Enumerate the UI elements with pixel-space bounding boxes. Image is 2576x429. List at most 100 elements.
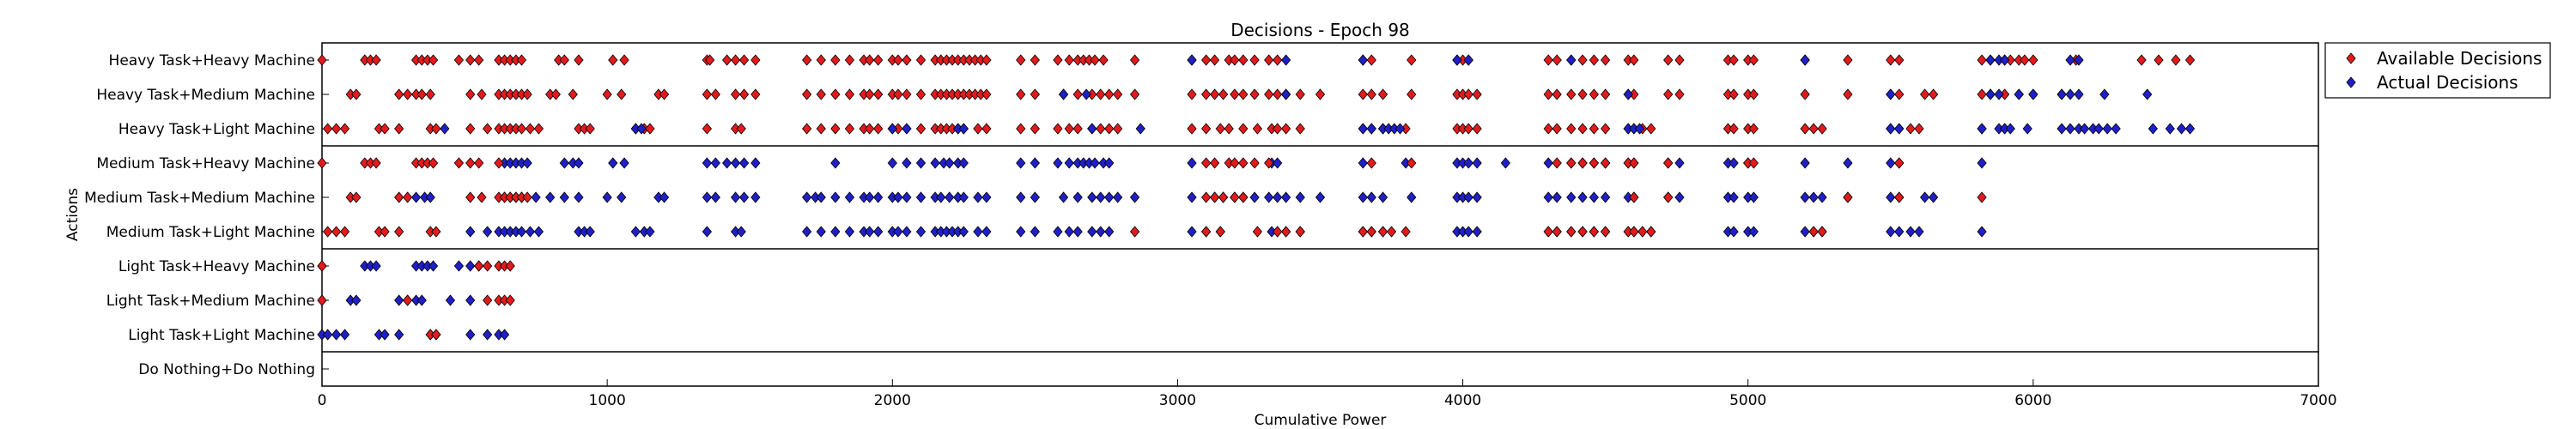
available-decision-point [1064,54,1074,66]
actual-decision-point [873,226,884,238]
legend-box [2324,42,2551,99]
available-decision-point [1230,191,1240,203]
actual-decision-point [1072,226,1083,238]
available-decision-point [1224,123,1234,135]
actual-decision-point [323,329,333,341]
available-decision-point [736,123,746,135]
available-decision-point [2184,54,2196,66]
available-decision-point [1238,88,1249,100]
actual-decision-point [2099,88,2110,100]
actual-decision-point [545,191,556,203]
actual-decision-point [1187,226,1197,238]
available-decision-point [1064,123,1074,135]
available-decision-point [453,54,465,66]
available-decision-point [1920,88,1930,100]
available-decision-point [568,88,578,100]
actual-decision-point [902,157,912,169]
actual-decision-point [1072,191,1083,203]
actual-decision-point [1808,191,1819,203]
available-decision-point [1808,226,1819,238]
available-decision-point [403,191,413,203]
available-decision-point [1366,54,1376,66]
actual-decision-point [1800,157,1810,169]
available-decision-point [816,88,826,100]
available-decision-point [802,54,812,66]
actual-decision-point [1886,88,1896,100]
available-decision-point [1264,54,1274,66]
actual-decision-point [1985,88,1996,100]
available-decision-point [1748,157,1759,169]
available-decision-point [1728,123,1739,135]
available-decision-point [1463,123,1473,135]
available-decision-point [1209,157,1220,169]
available-decision-point [428,54,439,66]
actual-decision-point [1886,226,1896,238]
actual-decision-point [902,123,912,135]
actual-decision-point [844,226,855,238]
available-decision-point [494,157,504,169]
actual-decision-point [702,226,713,238]
actual-decision-point [1674,157,1685,169]
available-decision-point [1096,123,1106,135]
actual-decision-point [1016,191,1026,203]
available-decision-point [1977,54,1987,66]
actual-decision-point [533,226,544,238]
actual-decision-point [1977,123,1987,135]
actual-decision-point [945,157,955,169]
actual-decision-point [585,226,595,238]
available-decision-point [702,123,713,135]
available-decision-point [1589,88,1599,100]
available-decision-point [1096,88,1106,100]
actual-decision-point [730,157,741,169]
actual-decision-point [531,191,541,203]
available-decision-point [1016,88,1026,100]
actual-decision-point [981,191,992,203]
actual-decision-point [1800,191,1810,203]
y-tick-label: Light Task+Heavy Machine [118,258,315,275]
available-decision-point [416,88,427,100]
x-tick-label: 3000 [1159,392,1196,409]
available-decision-point [873,54,884,66]
available-decision-point [317,260,327,272]
available-decision-point [1215,226,1225,238]
actual-decision-point [802,226,812,238]
actual-decision-point [2065,123,2075,135]
available-decision-point [873,123,884,135]
available-decision-point [516,54,527,66]
actual-decision-point [1249,191,1260,203]
available-decision-point [1104,88,1115,100]
available-decision-point [1543,54,1553,66]
available-decision-point [1748,123,1759,135]
y-tick-label: Heavy Task+Light Machine [118,121,315,138]
available-decision-point [505,260,515,272]
available-decision-point [1249,157,1260,169]
available-decision-point [710,88,720,100]
available-decision-point [1543,88,1553,100]
actual-decision-point [915,226,927,238]
available-decision-point [1406,157,1417,169]
actual-decision-point [1463,157,1473,169]
actual-decision-point [1894,226,1905,238]
available-decision-point [1209,191,1220,203]
actual-decision-point [410,191,422,203]
available-decision-point [1637,226,1648,238]
available-decision-point [394,191,404,203]
available-decision-point [1201,88,1212,100]
actual-decision-point [1096,226,1106,238]
available-decision-point [1230,88,1240,100]
available-decision-point [465,88,476,100]
actual-decision-point [1728,226,1739,238]
actual-decision-point [1623,88,1633,100]
available-decision-point [1104,123,1115,135]
available-decision-point [1053,54,1063,66]
available-decision-point [1928,88,1939,100]
y-tick-label: Heavy Task+Heavy Machine [109,52,315,69]
available-decision-point [351,191,361,203]
available-decision-point [1601,54,1611,66]
available-decision-point [1406,54,1417,66]
actual-decision-point [865,226,875,238]
available-decision-point [1577,226,1588,238]
available-decision-point [1273,88,1283,100]
available-decision-point [1748,88,1759,100]
actual-decision-point [380,329,390,341]
